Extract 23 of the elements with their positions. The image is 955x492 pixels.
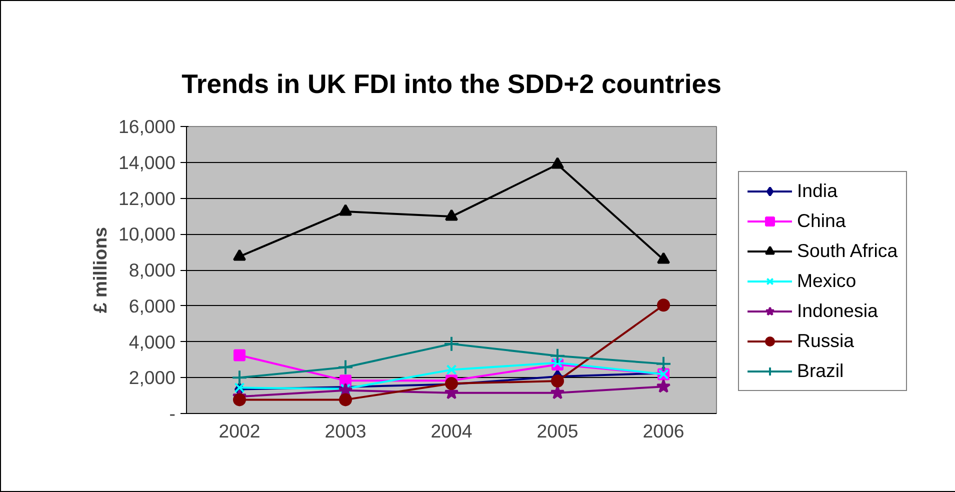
chart-title: Trends in UK FDI into the SDD+2 countries	[182, 69, 722, 99]
legend-label: Indonesia	[797, 300, 878, 322]
legend-label: China	[797, 210, 846, 232]
x-tick-label: 2005	[536, 420, 578, 442]
legend-label: Russia	[797, 330, 854, 352]
y-tick-label: 4,000	[128, 331, 176, 352]
legend-label: Brazil	[797, 360, 844, 382]
y-tick-label: -	[169, 403, 176, 424]
y-tick-label: 2,000	[128, 367, 176, 388]
y-tick-label: 12,000	[118, 188, 176, 209]
x-tick-label: 2006	[642, 420, 684, 442]
legend-label: Mexico	[797, 270, 856, 292]
y-tick-label: 16,000	[118, 116, 176, 137]
x-tick-label: 2004	[430, 420, 472, 442]
y-axis-title: £ millions	[89, 226, 110, 314]
x-tick-label: 2002	[218, 420, 260, 442]
y-tick-label: 14,000	[118, 152, 176, 173]
y-tick-label: 8,000	[128, 260, 176, 280]
x-tick-label: 2003	[324, 420, 366, 442]
y-tick-label: 10,000	[118, 224, 176, 245]
legend-label: South Africa	[797, 240, 898, 262]
y-tick-label: 6,000	[128, 295, 176, 316]
legend-label: India	[797, 180, 838, 202]
